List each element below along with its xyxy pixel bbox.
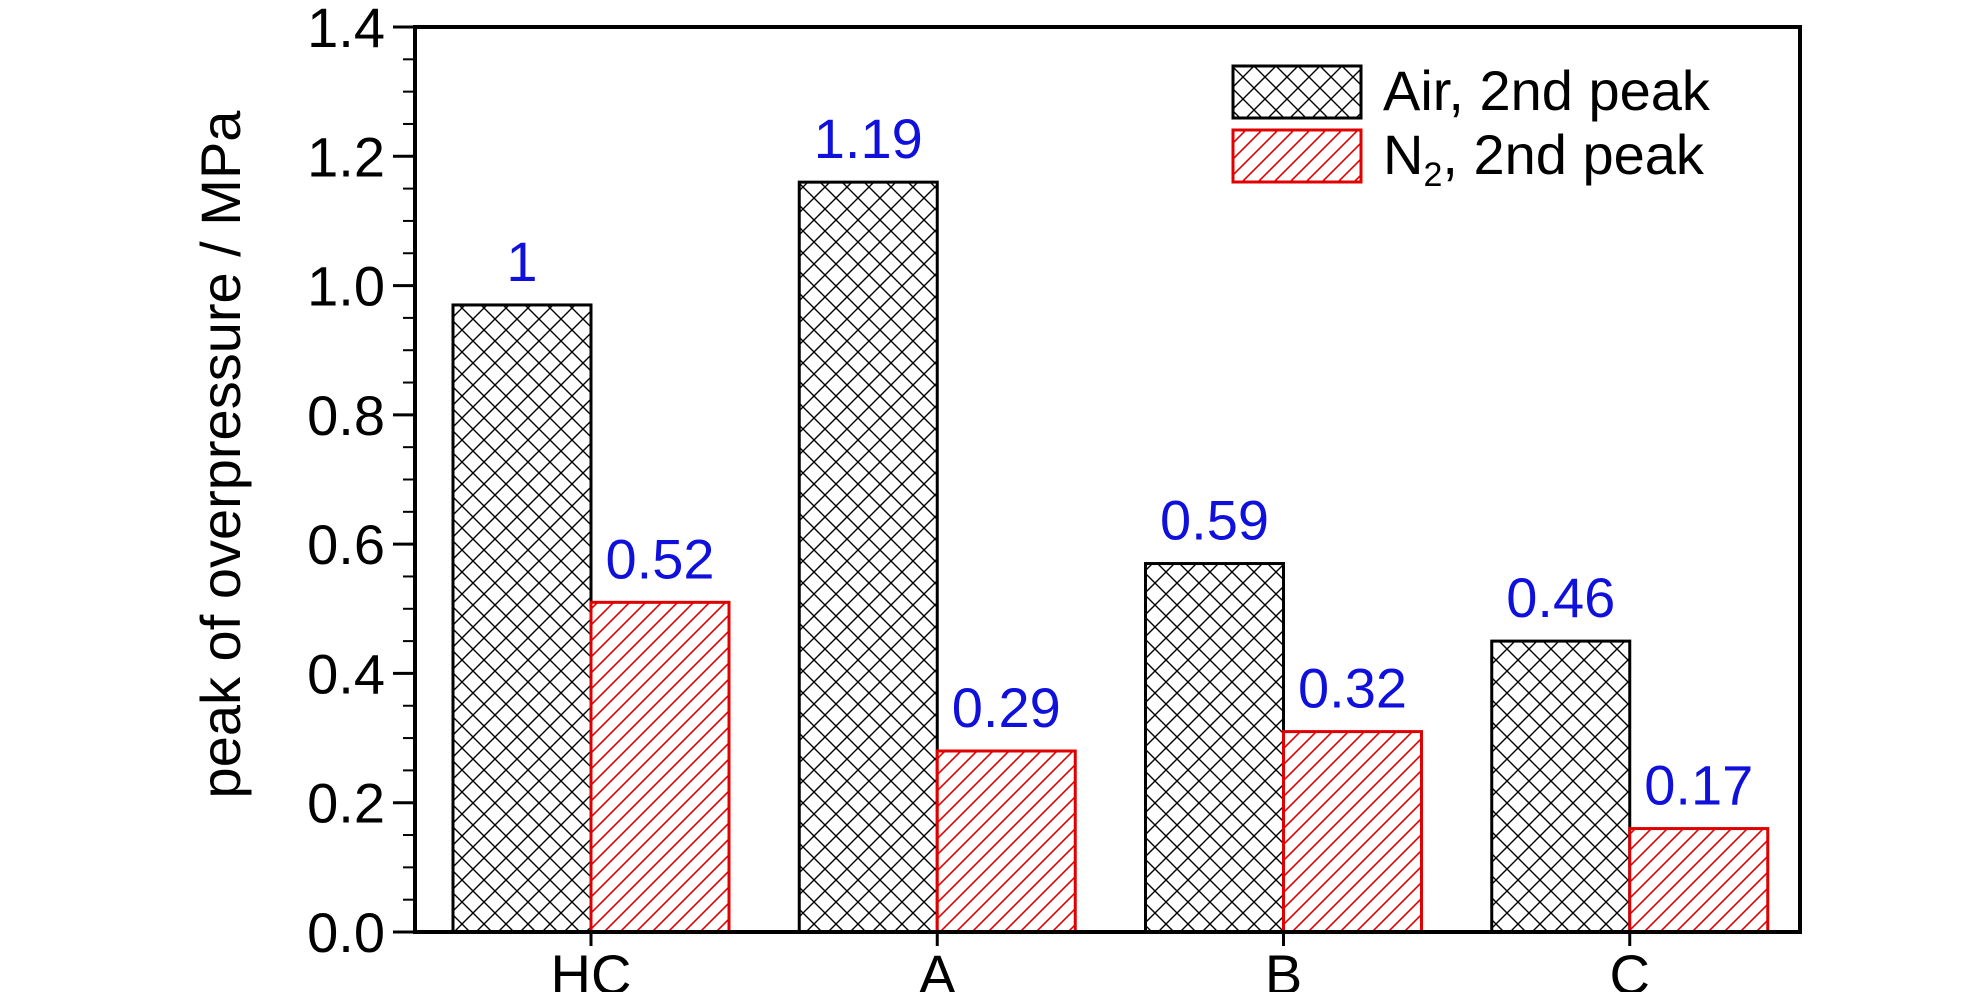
bar-a-air: [797, 180, 939, 934]
legend-label-main: N: [1383, 123, 1423, 186]
legend-swatch-n2: [1231, 128, 1363, 184]
bar-hc-air: [451, 303, 593, 934]
x-tick-label: C: [1610, 943, 1650, 992]
legend-label-main: Air, 2nd peak: [1383, 59, 1711, 122]
y-tick-label: 1.4: [307, 0, 385, 59]
y-tick-label: 0.6: [307, 513, 385, 576]
bar-b-n2: [1282, 730, 1423, 934]
x-axis: HC A B C: [551, 932, 1650, 992]
legend-label-n2: N2, 2nd peak: [1383, 123, 1705, 194]
data-label: 0.29: [952, 676, 1061, 739]
y-tick-label: 0.8: [307, 384, 385, 447]
bar-a-n2: [935, 749, 1077, 934]
x-tick-label: B: [1265, 943, 1302, 992]
y-tick-label: 0.4: [307, 642, 385, 705]
data-label: 0.46: [1506, 566, 1615, 629]
y-axis: 0.0 0.2 0.4 0.6 0.8 1.0 1.2 1.4: [307, 0, 415, 964]
data-label: 1.19: [814, 107, 923, 170]
legend-label-air: Air, 2nd peak: [1383, 59, 1711, 122]
y-tick-label: 1.2: [307, 125, 385, 188]
legend-swatch-air: [1231, 64, 1363, 120]
data-label: 1: [506, 230, 537, 293]
bar-hc-n2: [589, 600, 731, 934]
y-tick-label: 0.0: [307, 901, 385, 964]
data-label: 0.59: [1160, 489, 1269, 552]
bar-b-air: [1144, 562, 1285, 934]
legend-label-subscript: 2: [1423, 156, 1442, 194]
y-tick-label: 0.2: [307, 772, 385, 835]
data-label: 0.52: [606, 527, 715, 590]
bar-c-air: [1490, 639, 1632, 934]
plot-frame: [413, 25, 1802, 934]
bars: [451, 180, 1770, 934]
data-label: 0.17: [1644, 754, 1753, 817]
y-axis-title: peak of overpressure / MPa: [189, 110, 252, 799]
y-tick-label: 1.0: [307, 255, 385, 318]
x-tick-label: A: [919, 943, 957, 992]
x-tick-label: HC: [551, 943, 632, 992]
data-label: 0.32: [1298, 657, 1407, 720]
data-labels: 1 0.52 1.19 0.29 0.59 0.32 0.46 0.17: [506, 107, 1753, 816]
bar-c-n2: [1628, 827, 1770, 934]
legend-label-rest: , 2nd peak: [1442, 123, 1705, 186]
